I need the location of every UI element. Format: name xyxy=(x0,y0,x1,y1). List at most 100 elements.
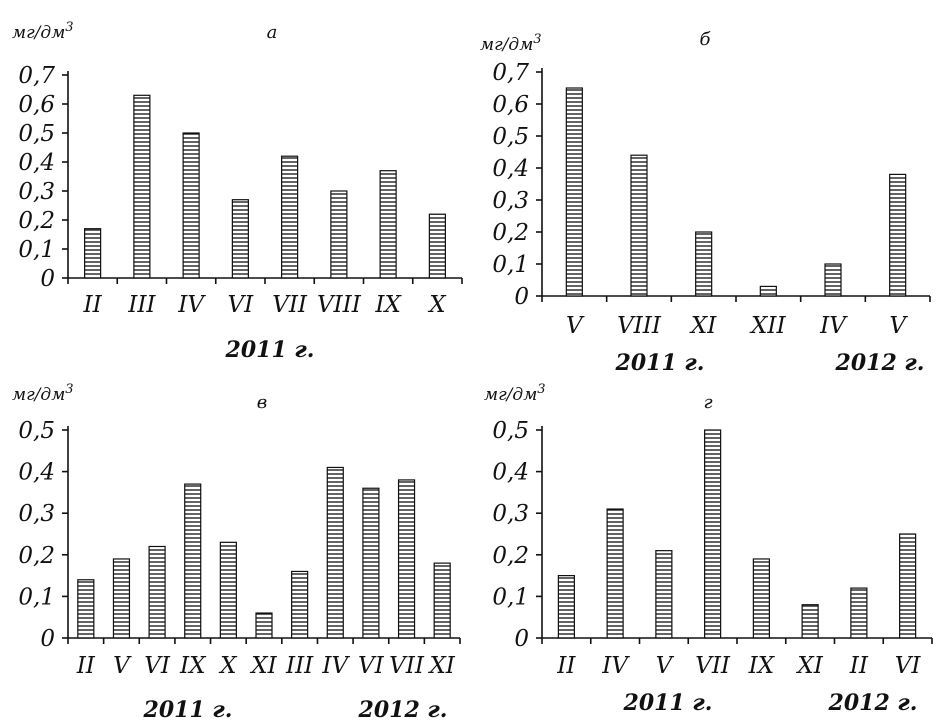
bar xyxy=(850,587,868,639)
bar xyxy=(330,190,348,279)
chart-panel-v: мг/дм3 в 0 0,1 0,2 0,3 0,4 0,5 II V VI IX X XI III IV VI… xyxy=(12,382,461,720)
x-category-label: X xyxy=(218,653,238,679)
x-category-label: II xyxy=(556,653,576,679)
x-category-label: IV xyxy=(601,653,630,679)
bar xyxy=(704,429,722,639)
x-category-label: II xyxy=(76,653,96,679)
y-tick-label: 0 xyxy=(514,626,529,652)
chart-panel-a: мг/дм3 а00,10,20,30,40,50,60,7II III IV VI VI… xyxy=(12,20,463,363)
bar xyxy=(291,570,309,639)
x-category-label: VII xyxy=(389,653,425,679)
x-category-label: VI xyxy=(895,653,922,679)
x-category-label: VII xyxy=(695,653,731,679)
chart-title: в xyxy=(257,392,267,413)
bar xyxy=(565,87,583,297)
bar xyxy=(182,132,200,279)
y-tick-label: 0,3 xyxy=(492,188,529,214)
y-tick-label: 0,2 xyxy=(18,543,55,569)
y-tick-label: 0,3 xyxy=(492,501,529,527)
chart-title: б xyxy=(700,29,712,50)
x-category-label: IX xyxy=(748,653,776,679)
y-tick-label: 0,7 xyxy=(492,60,529,86)
x-category-label: IV xyxy=(321,653,350,679)
bar xyxy=(889,173,907,297)
y-tick-label: 0,6 xyxy=(18,92,55,118)
x-category-label: VIII xyxy=(317,292,362,318)
y-tick-label: 0,5 xyxy=(18,418,55,444)
bar xyxy=(255,612,273,639)
x-category-label: III xyxy=(127,292,156,318)
x-category-label: XI xyxy=(689,313,717,339)
x-category-label: VI xyxy=(228,292,255,318)
bar xyxy=(752,558,770,639)
x-category-label: V xyxy=(889,313,908,339)
bar xyxy=(630,154,648,297)
bar xyxy=(557,574,575,639)
y-tick-label: 0,6 xyxy=(492,92,529,118)
bar xyxy=(606,508,624,639)
y-tick-label: 0,4 xyxy=(492,460,529,486)
y-tick-label: 0,1 xyxy=(492,584,529,610)
x-category-label: II xyxy=(849,653,869,679)
chart-panel-g: мг/дм3 г 0 0,1 0,2 0,3 0,4 0,5 II IV V VII IX XI II VI 2… xyxy=(484,382,933,716)
bar xyxy=(428,213,446,279)
bar xyxy=(801,604,819,639)
bar xyxy=(281,155,299,279)
bar xyxy=(379,170,397,279)
x-category-label: VI xyxy=(144,653,171,679)
year-label: 2011 г. xyxy=(143,697,233,720)
x-category-label: VIII xyxy=(617,313,662,339)
year-label: 2011 г. xyxy=(615,350,705,376)
y-tick-label: 0,5 xyxy=(18,121,55,147)
x-category-label: X xyxy=(427,292,447,318)
x-category-label: VII xyxy=(272,292,308,318)
bar xyxy=(362,487,380,639)
bar xyxy=(655,550,673,639)
y-tick-label: 0,2 xyxy=(492,543,529,569)
bar xyxy=(133,94,151,279)
x-category-label: IX xyxy=(179,653,207,679)
y-tick-label: 0,4 xyxy=(18,460,55,486)
y-tick-label: 0,1 xyxy=(18,584,55,610)
chart-title: а xyxy=(267,22,278,43)
y-tick-label: 0 xyxy=(40,266,55,292)
y-axis-unit-label: мг/дм3 xyxy=(484,382,546,405)
year-label: 2012 г. xyxy=(828,690,918,716)
bar xyxy=(759,285,777,297)
y-tick-label: 0,1 xyxy=(492,252,529,278)
x-category-label: IV xyxy=(819,313,848,339)
bar xyxy=(695,231,713,297)
y-tick-label: 0,4 xyxy=(492,156,529,182)
year-label: 2012 г. xyxy=(358,697,448,720)
bar xyxy=(184,483,202,639)
bar xyxy=(77,579,95,639)
y-tick-label: 0 xyxy=(40,626,55,652)
x-category-label: II xyxy=(83,292,103,318)
y-axis-unit-label: мг/дм3 xyxy=(12,20,74,43)
x-category-label: V xyxy=(566,313,585,339)
x-category-label: IX xyxy=(374,292,402,318)
chart-title: г xyxy=(703,392,712,413)
year-label: 2011 г. xyxy=(225,337,315,363)
y-tick-label: 0,5 xyxy=(492,124,529,150)
x-category-label: VI xyxy=(358,653,385,679)
bar xyxy=(112,558,131,639)
x-category-label: V xyxy=(113,653,132,679)
y-axis-unit-label: мг/дм3 xyxy=(480,32,542,55)
x-category-label: V xyxy=(656,653,675,679)
year-label: 2011 г. xyxy=(623,690,713,716)
x-category-label: III xyxy=(285,653,314,679)
y-tick-label: 0,7 xyxy=(18,63,55,89)
bar xyxy=(899,533,917,639)
chart-panel-b: мг/дм3 б 0 0,1 0,2 0,3 0,4 0,5 0,6 0,7 V VIII XI XII I… xyxy=(480,29,931,376)
y-tick-label: 0,4 xyxy=(18,150,55,176)
x-category-label: XI xyxy=(249,653,277,679)
y-tick-label: 0 xyxy=(514,284,529,310)
bar xyxy=(326,466,344,639)
bar xyxy=(231,199,249,279)
x-category-label: XII xyxy=(749,313,786,339)
y-tick-label: 0,3 xyxy=(18,501,55,527)
x-category-label: XI xyxy=(427,653,455,679)
x-category-label: XI xyxy=(795,653,823,679)
